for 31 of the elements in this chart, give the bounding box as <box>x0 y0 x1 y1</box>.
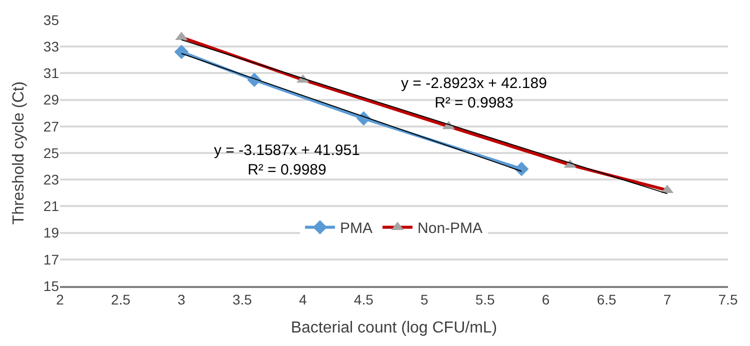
legend-label: PMA <box>340 220 373 238</box>
x-tick-label: 5 <box>420 292 428 308</box>
y-tick-label: 21 <box>43 198 60 214</box>
y-tick-label: 33 <box>43 38 60 54</box>
x-axis-title: Bacterial count (log CFU/mL) <box>290 320 498 337</box>
y-tick-label: 31 <box>43 65 60 82</box>
x-tick-label: 3.5 <box>232 292 252 308</box>
x-tick-label: 4 <box>299 292 308 308</box>
y-tick-label: 27 <box>43 118 60 134</box>
annotation: y = -2.8923x + 42.189 R² = 0.9983 <box>401 75 547 112</box>
y-tick-label: 17 <box>43 251 60 268</box>
point <box>174 44 189 60</box>
y-tick-label: 23 <box>43 172 60 188</box>
x-tick-label: 4.5 <box>354 292 374 308</box>
point <box>514 162 529 176</box>
x-tick-label: 7 <box>663 292 672 308</box>
y-tick-label: 15 <box>43 278 60 294</box>
x-tick-label: 6.5 <box>596 292 616 308</box>
x-tick-label: 5.5 <box>475 292 496 308</box>
y-axis-title: Threshold cycle (Ct) <box>10 81 28 225</box>
x-tick-label: 2.5 <box>110 292 131 308</box>
annotation: y = -3.1587x + 41.951 R² = 0.9989 <box>214 142 360 178</box>
y-tick-label: 35 <box>43 12 60 28</box>
x-tick-label: 3 <box>178 292 186 308</box>
x-tick-label: 2 <box>56 292 64 308</box>
y-tick-label: 29 <box>43 92 60 108</box>
y-tick-label: 19 <box>43 224 60 241</box>
legend-label: Non-PMA <box>418 220 483 238</box>
y-tick-label: 25 <box>43 144 60 161</box>
x-tick-label: 6 <box>542 292 550 308</box>
x-tick-label: 7.5 <box>718 292 738 308</box>
